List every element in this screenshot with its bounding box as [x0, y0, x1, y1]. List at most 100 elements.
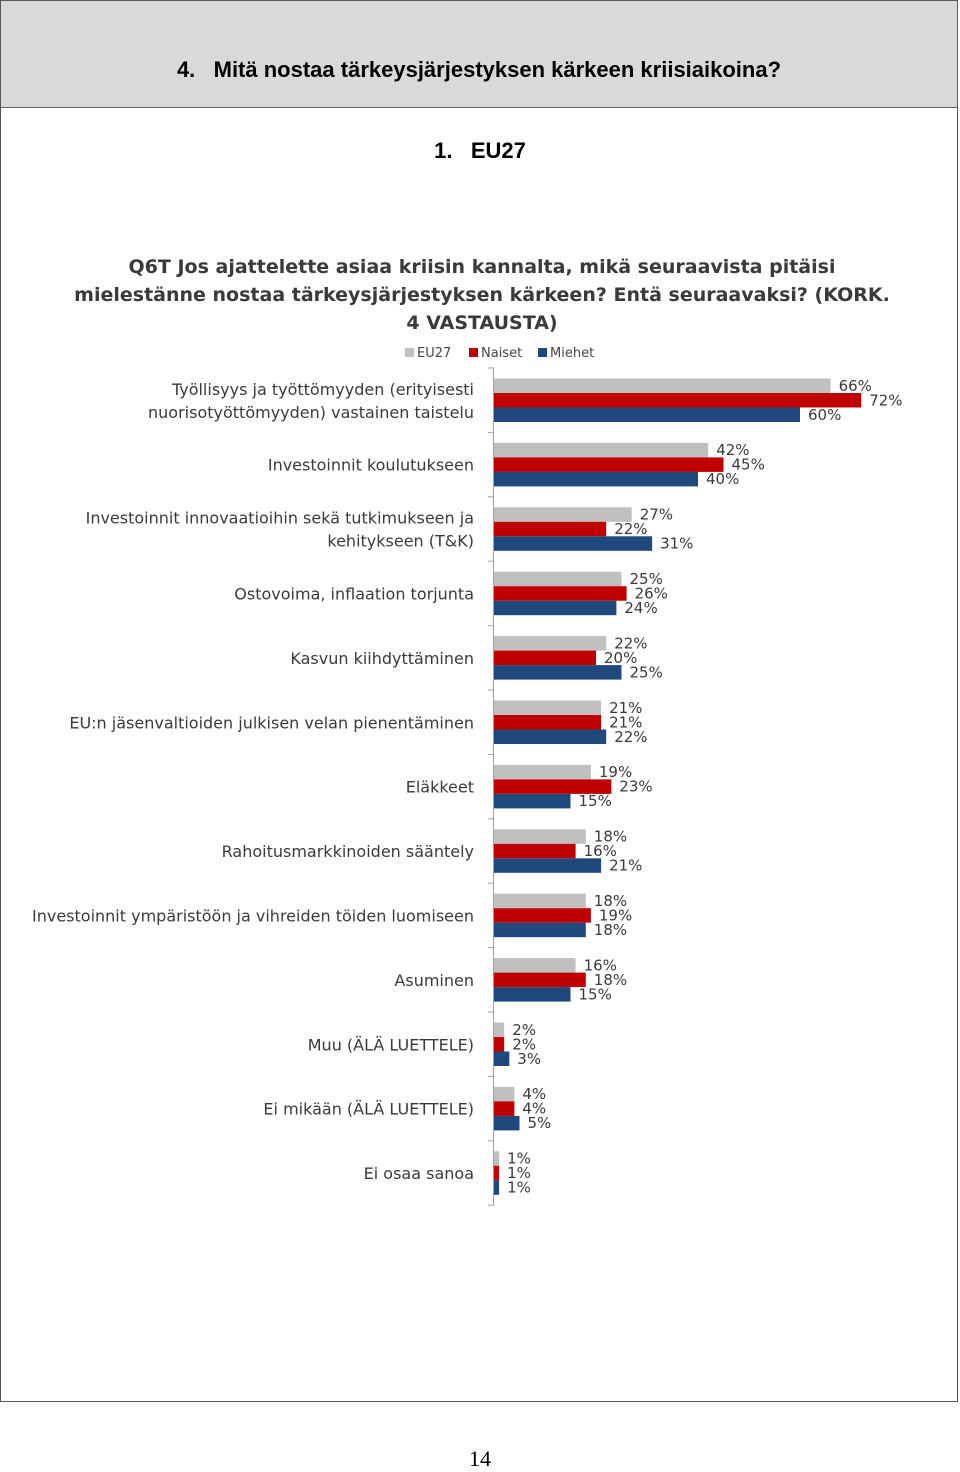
bar: [494, 908, 591, 923]
bar: [494, 571, 622, 587]
data-label: 26%: [635, 584, 668, 602]
data-label: 15%: [579, 792, 612, 810]
category-label: Asuminen: [394, 971, 474, 990]
bar: [494, 536, 653, 551]
data-label: 4%: [522, 1100, 546, 1118]
data-label: 16%: [584, 956, 617, 974]
bar: [494, 1022, 505, 1037]
bar: [494, 636, 607, 651]
bar: [494, 378, 831, 393]
bar: [494, 858, 602, 873]
bar: [494, 1180, 500, 1195]
data-label: 2%: [512, 1035, 536, 1053]
bar: [494, 393, 862, 408]
bar: [494, 972, 586, 988]
bar: [494, 507, 632, 522]
category-label: Ei osaa sanoa: [364, 1164, 474, 1183]
subsection-title: 1. EU27: [434, 138, 526, 163]
data-label: 4%: [522, 1085, 546, 1103]
data-label: 1%: [507, 1150, 531, 1168]
bar: [494, 893, 586, 909]
data-label: 66%: [839, 377, 872, 395]
bar: [494, 586, 627, 601]
bar: [494, 1051, 510, 1066]
bar: [494, 1037, 505, 1052]
chart-title-line: 4 VASTAUSTA): [406, 312, 557, 334]
data-label: 1%: [507, 1164, 531, 1182]
data-label: 21%: [609, 857, 642, 875]
data-label: 16%: [584, 842, 617, 860]
data-label: 22%: [614, 520, 647, 538]
data-label: 60%: [808, 406, 841, 424]
data-label: 25%: [630, 663, 663, 681]
bar: [494, 471, 698, 487]
data-label: 45%: [732, 456, 765, 474]
data-label: 72%: [869, 391, 902, 409]
data-label: 18%: [594, 828, 627, 846]
category-label: Ei mikään (ÄLÄ LUETTELE): [263, 1100, 474, 1119]
bar-chart: Q6T Jos ajattelette asiaa kriisin kannal…: [32, 256, 903, 1206]
legend-swatch: [538, 348, 547, 357]
chart-title-line: mielestänne nostaa tärkeysjärjestyksen k…: [74, 284, 890, 306]
data-label: 3%: [517, 1050, 541, 1068]
data-label: 19%: [599, 906, 632, 924]
data-label: 27%: [640, 506, 673, 524]
category-label: Investoinnit innovaatioihin sekä tutkimu…: [86, 509, 474, 528]
data-label: 25%: [630, 570, 663, 588]
data-label: 31%: [660, 535, 693, 553]
bar: [494, 665, 622, 680]
bar: [494, 715, 602, 730]
category-label: kehitykseen (T&K): [327, 532, 474, 551]
bar: [494, 442, 709, 458]
data-label: 18%: [594, 892, 627, 910]
bar: [494, 958, 576, 973]
category-label: Rahoitusmarkkinoiden sääntely: [222, 842, 474, 861]
bar: [494, 793, 571, 809]
category-label: Investoinnit koulutukseen: [268, 456, 474, 475]
category-label: Ostovoima, inflaation torjunta: [234, 584, 474, 603]
data-label: 2%: [512, 1021, 536, 1039]
category-label: Muu (ÄLÄ LUETTELE): [308, 1035, 474, 1054]
category-label: Eläkkeet: [406, 778, 474, 797]
page-frame: [0, 0, 958, 1402]
data-label: 1%: [507, 1179, 531, 1197]
data-label: 18%: [594, 971, 627, 989]
bar: [494, 600, 617, 616]
data-label: 40%: [706, 470, 739, 488]
data-label: 19%: [599, 763, 632, 781]
bar: [494, 457, 724, 472]
data-label: 20%: [604, 649, 637, 667]
chart-title-line: Q6T Jos ajattelette asiaa kriisin kannal…: [129, 256, 836, 278]
category-label: Työllisyys ja työttömyyden (erityisesti: [171, 380, 474, 399]
bar: [494, 700, 602, 715]
legend-swatch: [405, 348, 414, 357]
category-label: nuorisotyöttömyyden) vastainen taistelu: [148, 403, 474, 422]
bar: [494, 1101, 515, 1116]
bar: [494, 779, 612, 794]
legend-swatch: [469, 348, 478, 357]
legend-label: Miehet: [550, 346, 594, 361]
bar: [494, 729, 607, 744]
legend-label: Naiset: [481, 346, 522, 361]
bar: [494, 843, 576, 859]
section-title: 4. Mitä nostaa tärkeysjärjestyksen kärke…: [176, 57, 782, 82]
bar: [494, 987, 571, 1002]
bar: [494, 1086, 515, 1102]
page-number: 14: [469, 1446, 491, 1471]
bar: [494, 1115, 520, 1131]
bar: [494, 1165, 500, 1181]
category-label: Kasvun kiihdyttäminen: [290, 649, 474, 668]
section-header: 4. Mitä nostaa tärkeysjärjestyksen kärke…: [1, 1, 957, 108]
category-label: Investoinnit ympäristöön ja vihreiden tö…: [32, 906, 474, 925]
data-label: 24%: [624, 599, 657, 617]
legend-label: EU27: [417, 346, 451, 361]
bar: [494, 521, 607, 537]
category-label: EU:n jäsenvaltioiden julkisen velan pien…: [69, 713, 474, 732]
bar: [494, 922, 586, 938]
data-label: 15%: [579, 985, 612, 1003]
data-label: 18%: [594, 921, 627, 939]
bar: [494, 650, 596, 666]
data-label: 5%: [528, 1114, 552, 1132]
data-label: 21%: [609, 713, 642, 731]
data-label: 42%: [716, 441, 749, 459]
